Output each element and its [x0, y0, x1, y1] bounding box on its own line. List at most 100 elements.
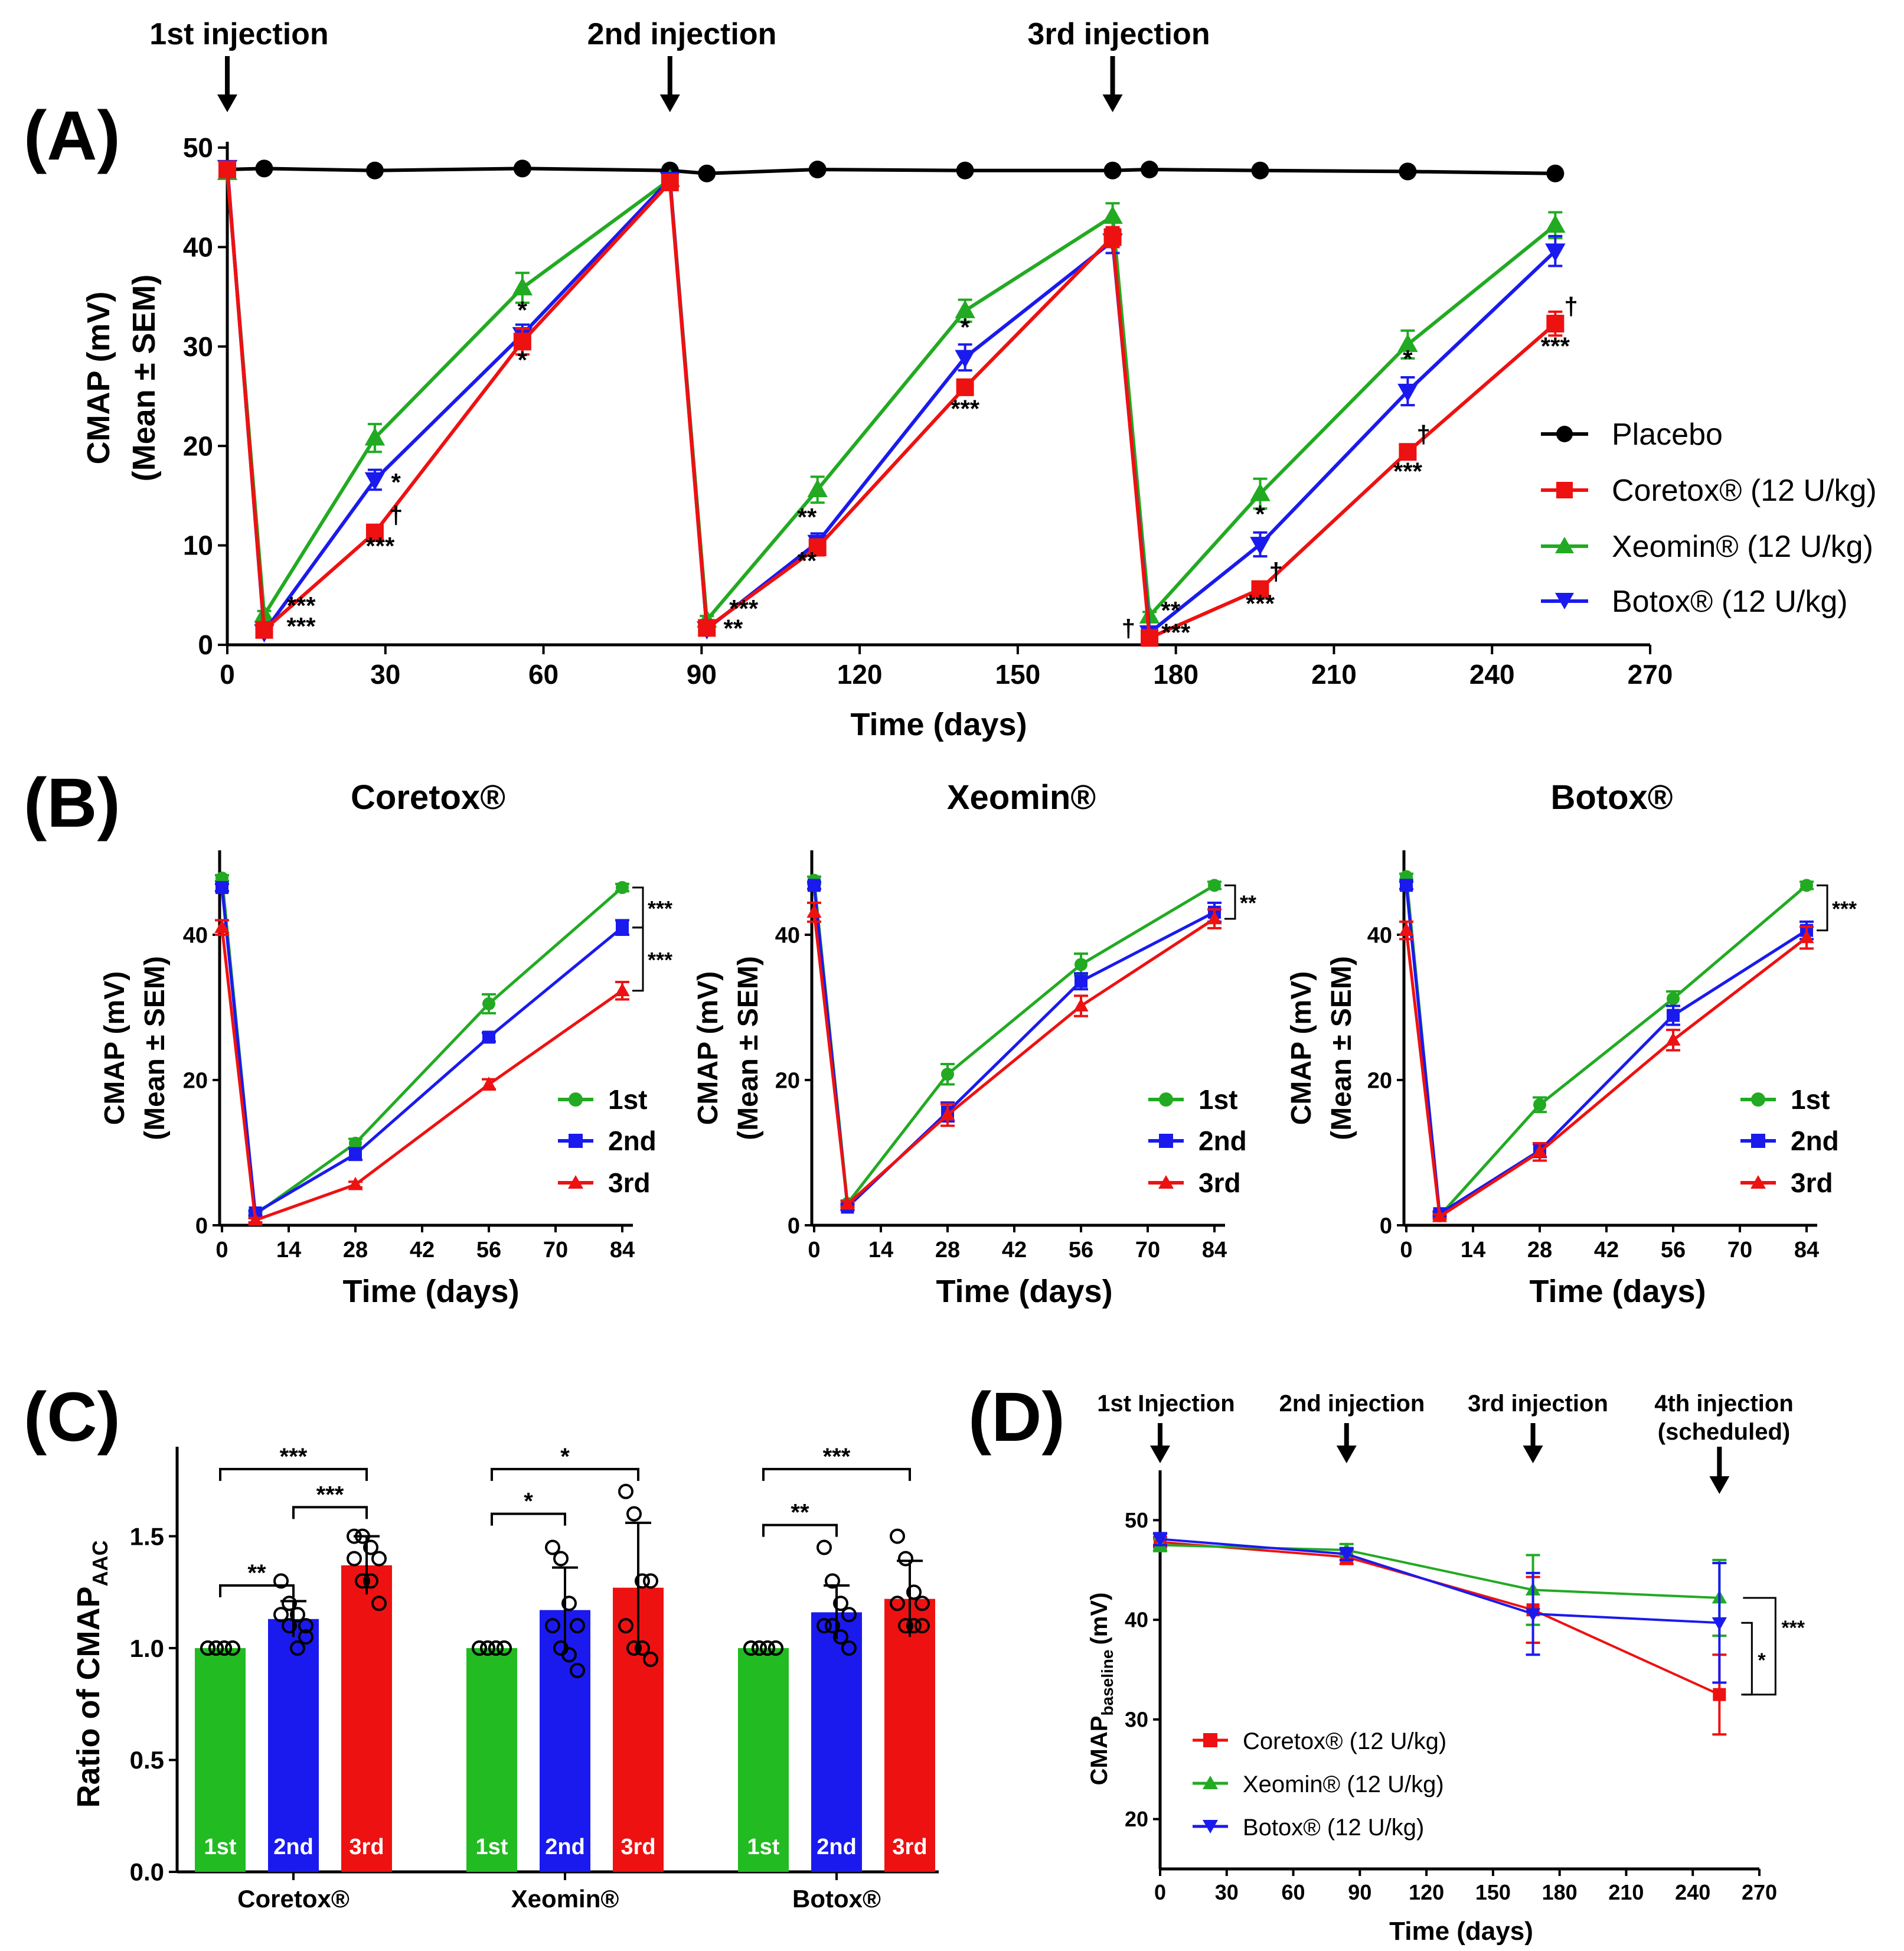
panel-a-xeomin-point — [807, 479, 828, 498]
panel-a-y-tick-label: 0 — [198, 629, 213, 660]
panel-a-coretox-point — [1546, 315, 1565, 333]
panel-a-significance-label: * — [518, 296, 528, 324]
panel-c-coretox-bar-3rd — [341, 1565, 392, 1872]
panel-c-ylabel-sub: AAC — [88, 1541, 112, 1587]
panel-a-injection-arrow-3-head — [1102, 94, 1123, 112]
panel-a-x-tick-label: 210 — [1311, 659, 1357, 690]
panel-b-1-2nd-point — [215, 881, 228, 895]
panel-a-y-tick-label: 30 — [183, 331, 213, 362]
panel-c-coretox-data-point — [347, 1551, 362, 1567]
panel-c-botox-data-point — [817, 1618, 832, 1634]
panel-a-botox-point — [1545, 243, 1566, 262]
panel-b-2-1st-point — [1208, 879, 1221, 892]
panel-d-legend-xeomin: Xeomin® (12 U/kg) — [1243, 1771, 1444, 1797]
panel-c-xeomin-data-point — [626, 1506, 642, 1522]
panel-b-3-3rd-line — [1405, 930, 1808, 1218]
panel-a-coretox-point — [218, 161, 236, 179]
panel-c-botox-bar-3rd — [884, 1598, 935, 1872]
panel-c-xeomin-data-point — [553, 1551, 569, 1567]
panel-b-2-x-tick-label: 14 — [868, 1238, 893, 1262]
panel-d-xeomin-line — [1160, 1544, 1720, 1599]
panel-a-coretox-point — [255, 621, 273, 639]
panel-a-coretox-point — [365, 523, 384, 541]
panel-b-legend-3: 1st 2nd 3rd — [1740, 1084, 1839, 1198]
panel-c-coretox-bar-2nd — [268, 1619, 319, 1872]
panel-c-coretox-data-point — [217, 1640, 232, 1656]
panel-a-significance-label: † — [1417, 420, 1431, 448]
panel-c-coretox-bar-label: 1st — [204, 1835, 237, 1859]
panel-d-x-tick-label: 180 — [1542, 1880, 1578, 1904]
panel-d-ylabel-sub: baseline — [1098, 1650, 1116, 1716]
panel-d-injection-arrow-1-head — [1150, 1446, 1170, 1463]
panel-b-3-x-tick-label: 56 — [1661, 1238, 1686, 1262]
panel-d-sig-bracket — [1743, 1597, 1776, 1696]
panel-a-x-tick-label: 180 — [1153, 659, 1198, 690]
panel-c-xeomin-sig-bracket — [491, 1512, 566, 1526]
panel-c-y-tick-label: 1.5 — [130, 1522, 164, 1550]
panel-b-3-1st-point — [1533, 1098, 1546, 1111]
panel-b-1-x-tick-label: 70 — [543, 1238, 568, 1262]
panel-b-legend-3-2nd: 2nd — [1791, 1125, 1839, 1156]
panel-a-significance-label: * — [960, 313, 970, 341]
panel-c-coretox-sig-bracket — [219, 1584, 295, 1597]
panel-b-1-3rd-point — [247, 1212, 263, 1226]
panel-c-botox-data-point — [890, 1596, 905, 1611]
panel-c-botox-data-point — [841, 1607, 857, 1623]
panel-b-2-2nd-line — [812, 885, 1216, 1209]
panel-c-coretox-data-point — [371, 1551, 387, 1567]
panel-a-placebo-point — [1546, 164, 1565, 182]
panel-b-3-2nd-point — [1667, 1009, 1680, 1022]
panel-c-ylabel-main: Ratio of CMAP — [71, 1587, 106, 1808]
panel-a-placebo-point — [513, 159, 531, 178]
panel-d-x-tick-label: 30 — [1215, 1880, 1239, 1904]
panel-a-significance-label: † — [389, 501, 403, 529]
panel-c-xeomin-data-point — [570, 1662, 585, 1678]
panel-a-xeomin-point — [1397, 334, 1418, 353]
panel-a-x-tick-label: 240 — [1469, 659, 1515, 690]
panel-b-1-2nd-point — [482, 1030, 495, 1044]
panel-b-3-y-tick-label: 20 — [1367, 1068, 1392, 1093]
panel-a-xlabel: Time (days) — [850, 707, 1027, 742]
panel-d-botox-point — [1152, 1534, 1168, 1547]
panel-c-xeomin-data-point — [643, 1652, 658, 1667]
panel-c-botox-bar-2nd — [811, 1612, 862, 1872]
panel-c-coretox-bar-1st — [195, 1648, 246, 1872]
panel-d-injection-arrow-2-head — [1336, 1446, 1357, 1463]
panel-b-2-3rd-point — [806, 904, 822, 918]
panel-c-y-tick-label: 0.0 — [130, 1858, 164, 1886]
panel-b-2-2nd-point — [1075, 974, 1087, 988]
panel-a-coretox-point — [1251, 580, 1269, 598]
panel-b-3-x-tick-label: 14 — [1461, 1238, 1485, 1262]
panel-a-placebo-point — [1251, 161, 1269, 180]
panel-b-2-y-tick-label: 20 — [775, 1068, 800, 1093]
panel-b-2-sig-label: ** — [1240, 891, 1256, 915]
panel-a-y-tick-label: 20 — [183, 430, 213, 461]
panel-a-botox-point — [955, 350, 975, 368]
panel-c-botox-data-point — [906, 1618, 922, 1634]
panel-a-significance-label: *** — [365, 532, 395, 560]
panel-c-xeomin-bar-label: 1st — [476, 1835, 508, 1859]
panel-b-ylabel-3a: CMAP (mV) — [1286, 971, 1317, 1125]
panel-c-botox-data-point — [890, 1528, 905, 1544]
panel-c-xeomin-sig-label: * — [524, 1489, 533, 1515]
panel-c-botox-data-point — [841, 1640, 857, 1656]
panel-a-significance-label: ** — [798, 547, 817, 575]
panel-a-placebo-line — [227, 167, 1556, 175]
panel-label-b: (B) — [24, 764, 120, 842]
panel-c-xeomin-data-point — [635, 1573, 650, 1589]
panel-b-1-2nd-point — [349, 1147, 362, 1161]
panel-c-coretox-data-point — [347, 1528, 362, 1544]
legend-item-botox: Botox® (12 U/kg) — [1541, 585, 1848, 619]
panel-c-xeomin-data-point — [618, 1483, 633, 1499]
panel-a-botox-point — [1250, 537, 1271, 555]
panel-b-xlabel-3: Time (days) — [1529, 1274, 1706, 1309]
panel-b-legend-1: 1st 2nd 3rd — [558, 1084, 657, 1198]
panel-a-placebo-point — [956, 161, 974, 180]
panel-a-xeomin-line — [226, 172, 1557, 622]
panel-c-xeomin-data-point — [635, 1640, 650, 1656]
panel-c-botox-data-point — [817, 1539, 832, 1555]
panel-d-y-tick-label: 30 — [1125, 1707, 1148, 1731]
